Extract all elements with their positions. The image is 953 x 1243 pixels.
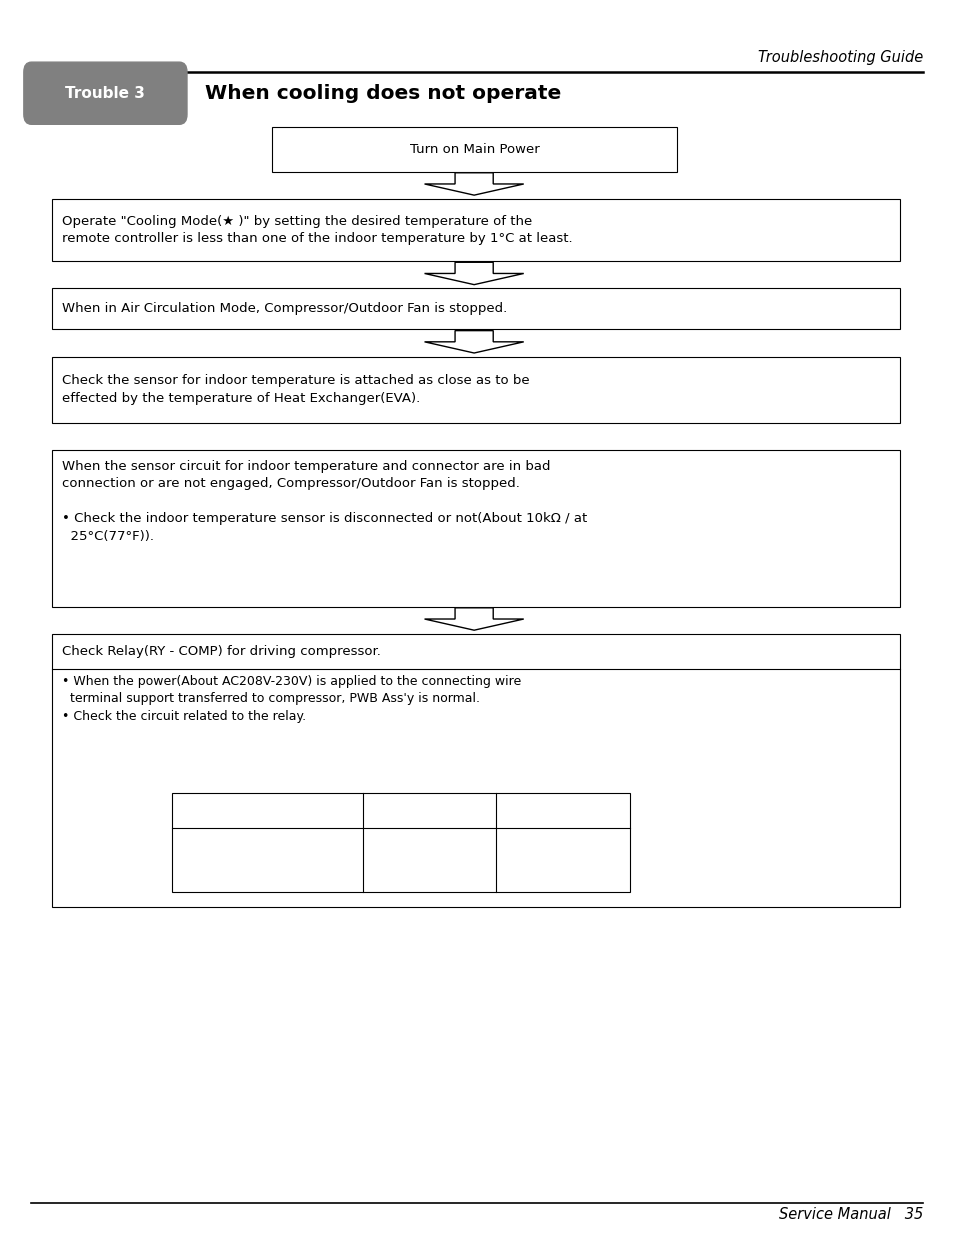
Text: Check the sensor for indoor temperature is attached as close as to be
effected b: Check the sensor for indoor temperature … [62, 374, 529, 405]
Polygon shape [424, 331, 523, 353]
Text: COMP ON: COMP ON [400, 804, 457, 817]
FancyBboxPatch shape [272, 127, 677, 172]
FancyBboxPatch shape [52, 288, 899, 329]
Text: When the sensor circuit for indoor temperature and connector are in bad
connecti: When the sensor circuit for indoor tempe… [62, 460, 587, 543]
Text: • When the power(About AC208V-230V) is applied to the connecting wire
  terminal: • When the power(About AC208V-230V) is a… [62, 675, 520, 723]
Text: About DC12V: About DC12V [523, 854, 601, 866]
FancyBboxPatch shape [52, 634, 899, 907]
Text: Between two pin of DC
part in relay for COMP: Between two pin of DC part in relay for … [199, 845, 335, 875]
Text: Check Relay(RY - COMP) for driving compressor.: Check Relay(RY - COMP) for driving compr… [62, 645, 380, 658]
FancyBboxPatch shape [52, 199, 899, 261]
Polygon shape [424, 173, 523, 195]
FancyBboxPatch shape [24, 62, 187, 124]
Polygon shape [424, 608, 523, 630]
Text: Turn on Main Power: Turn on Main Power [409, 143, 539, 155]
Text: When cooling does not operate: When cooling does not operate [205, 83, 560, 103]
Text: Check point: Check point [232, 804, 302, 817]
Text: COMP OFF: COMP OFF [532, 804, 593, 817]
Polygon shape [424, 262, 523, 285]
FancyBboxPatch shape [172, 793, 629, 892]
FancyBboxPatch shape [52, 450, 899, 607]
Text: When in Air Circulation Mode, Compressor/Outdoor Fan is stopped.: When in Air Circulation Mode, Compressor… [62, 302, 507, 316]
Text: Operate "Cooling Mode(★ )" by setting the desired temperature of the
remote cont: Operate "Cooling Mode(★ )" by setting th… [62, 215, 572, 245]
Text: Trouble 3: Trouble 3 [66, 86, 145, 101]
Text: Below DC 1V
(app): Below DC 1V (app) [391, 845, 467, 875]
FancyBboxPatch shape [52, 357, 899, 423]
Text: Troubleshooting Guide: Troubleshooting Guide [758, 50, 923, 65]
Text: Service Manual   35: Service Manual 35 [779, 1207, 923, 1222]
